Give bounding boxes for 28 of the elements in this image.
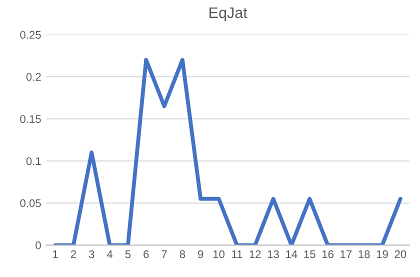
x-tick-label: 8 xyxy=(180,250,186,258)
x-tick-label: 5 xyxy=(125,250,131,258)
x-tick-label: 16 xyxy=(322,250,334,258)
x-tick-label: 14 xyxy=(286,250,298,258)
x-tick-label: 13 xyxy=(268,250,279,258)
y-tick-label: 0.25 xyxy=(20,30,41,39)
chart-title: EqJat xyxy=(210,7,248,22)
x-tick-label: 1 xyxy=(53,250,58,258)
x-tick-label: 11 xyxy=(232,250,242,258)
y-tick-label: 0.05 xyxy=(20,199,41,208)
y-tick-label: 0.15 xyxy=(20,115,41,123)
x-tick-label: 3 xyxy=(88,250,94,258)
y-tick-label: 0.1 xyxy=(26,157,41,166)
x-tick-label: 18 xyxy=(358,250,370,258)
y-tick-label: 0 xyxy=(36,241,41,250)
x-tick-label: 6 xyxy=(144,250,149,258)
y-tick-label: 0.2 xyxy=(26,72,41,81)
x-tick-label: 9 xyxy=(198,250,204,258)
x-tick-label: 7 xyxy=(162,250,167,258)
x-tick-label: 19 xyxy=(376,250,388,258)
x-tick-label: 4 xyxy=(106,250,113,258)
x-tick-label: 17 xyxy=(340,250,352,258)
x-tick-label: 15 xyxy=(304,250,316,258)
x-tick-label: 12 xyxy=(250,250,261,258)
x-tick-label: 10 xyxy=(213,250,225,258)
x-tick-label: 20 xyxy=(394,250,406,258)
x-tick-label: 2 xyxy=(70,250,76,258)
line-series xyxy=(53,58,402,246)
